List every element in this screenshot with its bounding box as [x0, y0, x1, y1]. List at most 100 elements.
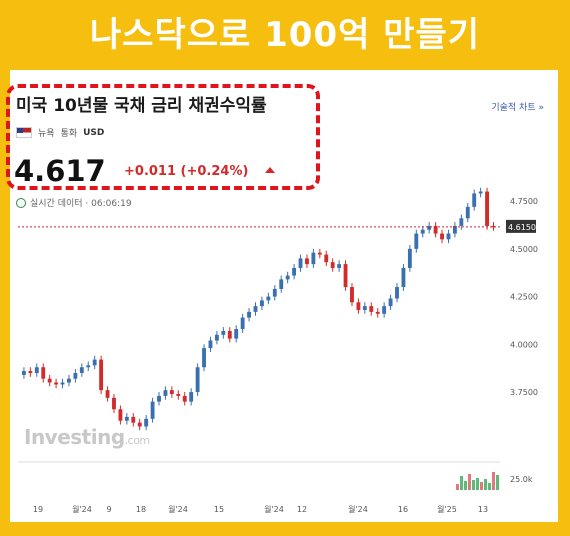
candle-body — [485, 191, 489, 226]
candle-body — [452, 225, 457, 234]
candle-body — [124, 416, 129, 421]
candle-body — [279, 279, 284, 289]
candle-body — [420, 229, 425, 234]
candle-body — [375, 311, 380, 314]
candle-body — [137, 422, 142, 427]
volume-label: 25.0k — [510, 475, 533, 484]
candle-body — [427, 225, 432, 230]
candle-body — [253, 306, 258, 312]
candle-body — [285, 275, 290, 280]
candle-body — [157, 395, 161, 402]
current-price: 4.617 — [14, 154, 106, 188]
us-flag-icon — [16, 127, 32, 138]
quote-panel: 미국 10년물 국채 금리 채권수익률 뉴욕 통화 USD 4.617 +0.0… — [6, 70, 558, 522]
candle-body — [240, 317, 245, 330]
x-tick-label: 9 — [106, 505, 111, 514]
x-tick-label: 월'24 — [72, 504, 92, 514]
candle-body — [472, 193, 477, 207]
candle-body — [182, 395, 187, 402]
candle-body — [446, 233, 451, 240]
currency-label: 통화 — [60, 129, 78, 139]
candle-body — [478, 191, 483, 194]
candle-body — [440, 233, 444, 240]
candle-body — [86, 365, 91, 368]
y-tick-label: 4.7500 — [510, 197, 538, 206]
candle-body — [150, 401, 155, 419]
highlight-box — [6, 84, 320, 190]
realtime-status: 실시간 데이터 · 06:06:19 — [16, 196, 132, 209]
candle-body — [189, 392, 194, 402]
candle-body — [28, 371, 33, 373]
watermark-brand: Investing — [24, 425, 125, 449]
candle-body — [311, 252, 316, 265]
candle-body — [234, 329, 239, 339]
banner-title: 나스닥으로 100억 만들기 — [89, 14, 481, 55]
candle-body — [317, 252, 322, 255]
price-chart[interactable]: 4.7500 4.5000 4.2500 4.0000 3.7500 4.6150 25.0… — [10, 70, 558, 522]
candle-body — [105, 390, 110, 398]
candle-body — [343, 264, 348, 288]
candle-body — [356, 302, 361, 310]
candle-body — [330, 262, 335, 268]
technical-chart-link[interactable]: 기술적 차트 » — [491, 103, 544, 113]
price-change: +0.011 (+0.24%) — [124, 164, 249, 179]
investing-watermark: Investing.com — [24, 425, 150, 449]
volume-bar — [480, 482, 483, 490]
candle-body — [221, 330, 226, 335]
last-price-label: 4.6150 — [508, 223, 536, 232]
candle-body — [163, 390, 168, 396]
candle-body — [208, 340, 213, 349]
candle-body — [176, 393, 181, 396]
volume-bar — [460, 476, 463, 490]
y-tick-label: 3.7500 — [510, 388, 538, 397]
x-tick-label: 월'25 — [437, 504, 457, 514]
x-tick-label: 13 — [478, 505, 488, 514]
candle-body — [337, 264, 342, 268]
candle-body — [34, 367, 39, 373]
up-arrow-icon — [265, 167, 275, 173]
candle-body — [459, 218, 464, 226]
candle-body — [266, 296, 271, 301]
y-tick-label: 4.2500 — [510, 293, 538, 302]
candle-body — [247, 311, 251, 318]
candle-body — [401, 267, 406, 288]
candle-body — [362, 306, 367, 310]
candle-body — [260, 300, 264, 307]
x-tick-label: 15 — [214, 505, 224, 514]
realtime-text: 실시간 데이터 · 06:06:19 — [30, 199, 132, 209]
candle-body — [41, 367, 46, 379]
candle-body — [92, 359, 97, 366]
candle-body — [118, 409, 123, 421]
x-tick-label: 월'24 — [168, 504, 188, 514]
candle-body — [491, 225, 496, 228]
volume-bar — [488, 483, 491, 490]
candle-body — [73, 372, 78, 379]
volume-bar — [472, 480, 475, 490]
candle-body — [60, 382, 65, 385]
candle-body — [388, 298, 393, 307]
candle-body — [369, 306, 374, 312]
x-tick-label: 월'24 — [264, 504, 284, 514]
instrument-title: 미국 10년물 국채 금리 채권수익률 — [16, 96, 267, 116]
candle-body — [227, 330, 232, 339]
volume-bar — [484, 479, 487, 490]
x-tick-label: 18 — [136, 505, 146, 514]
volume-bar — [496, 475, 499, 490]
volume-bar — [468, 474, 471, 490]
candle-body — [22, 371, 26, 375]
candle-body — [395, 287, 399, 299]
market-meta: 뉴욕 통화 USD — [16, 126, 104, 139]
candle-body — [382, 306, 387, 314]
volume-bar — [464, 481, 467, 490]
candle-body — [433, 225, 438, 234]
candle-body — [305, 258, 309, 265]
candle-body — [195, 367, 200, 393]
candle-body — [414, 233, 419, 249]
last-price-badge — [506, 219, 536, 233]
candle-body — [131, 416, 136, 423]
candle-body — [54, 382, 59, 385]
candle-body — [202, 348, 206, 368]
volume-bar — [476, 478, 479, 490]
volume-bar — [456, 484, 459, 490]
candle-body — [47, 378, 52, 383]
